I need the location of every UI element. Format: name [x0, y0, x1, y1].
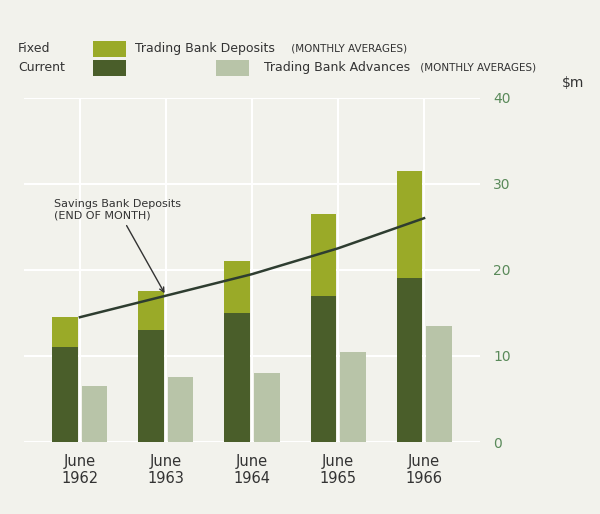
- Bar: [52, 317, 78, 347]
- Bar: [426, 326, 452, 442]
- Bar: [311, 296, 337, 442]
- Bar: [167, 377, 193, 442]
- Bar: [254, 373, 280, 442]
- Bar: [224, 313, 250, 442]
- Bar: [82, 386, 107, 442]
- Text: Current: Current: [18, 61, 65, 75]
- Text: Savings Bank Deposits
(END OF MONTH): Savings Bank Deposits (END OF MONTH): [54, 199, 181, 292]
- Bar: [224, 261, 250, 313]
- Bar: [311, 214, 337, 296]
- Bar: [139, 291, 164, 330]
- Text: (MONTHLY AVERAGES): (MONTHLY AVERAGES): [288, 44, 407, 54]
- Text: $m: $m: [562, 76, 584, 90]
- Bar: [340, 352, 365, 442]
- Bar: [397, 171, 422, 279]
- Bar: [397, 279, 422, 442]
- Text: Fixed: Fixed: [18, 42, 50, 56]
- Bar: [52, 347, 78, 442]
- Text: Trading Bank Advances: Trading Bank Advances: [264, 61, 410, 75]
- Text: (MONTHLY AVERAGES): (MONTHLY AVERAGES): [417, 63, 536, 73]
- Text: Trading Bank Deposits: Trading Bank Deposits: [135, 42, 275, 56]
- Bar: [139, 330, 164, 442]
